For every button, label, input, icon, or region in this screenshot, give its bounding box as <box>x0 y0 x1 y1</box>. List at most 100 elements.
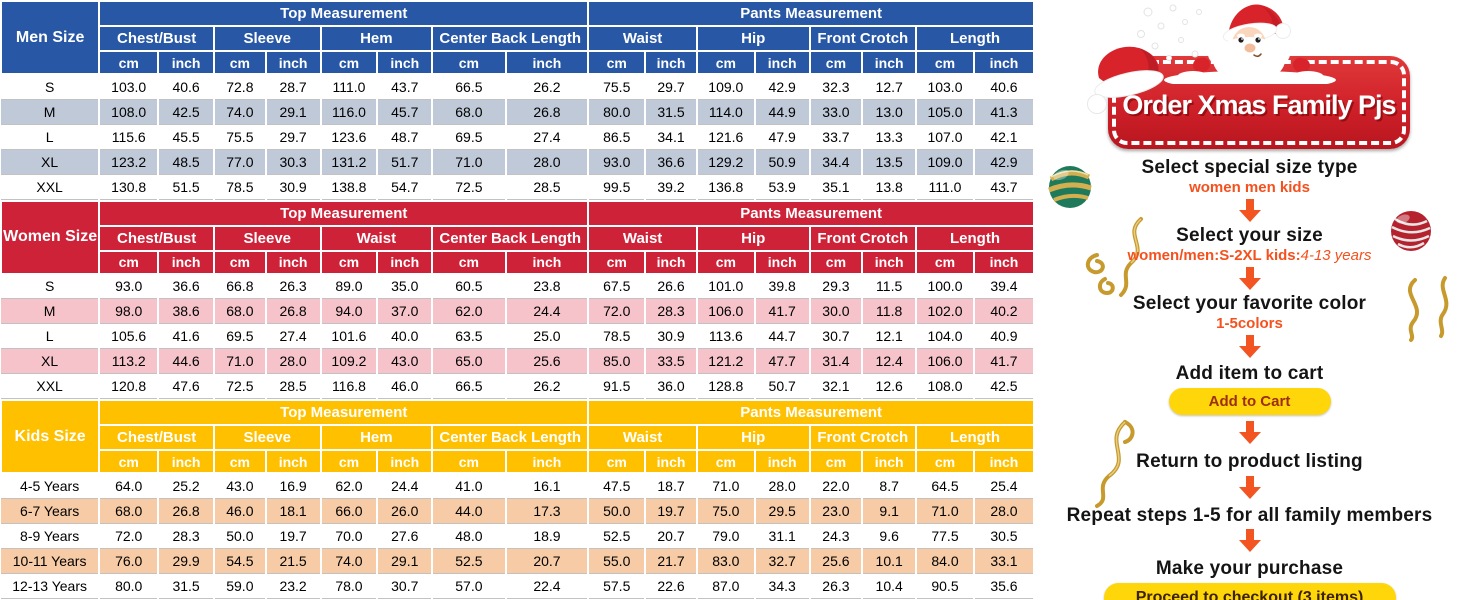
unit-header: cm <box>695 449 756 474</box>
measurement-cell: 20.7 <box>505 548 590 574</box>
measurement-cell: 18.7 <box>645 473 698 499</box>
measurement-cell: 78.5 <box>588 323 647 349</box>
measurement-cell: 48.0 <box>432 523 507 549</box>
column-header: Chest/Bust <box>98 25 216 52</box>
measurement-cell: 76.0 <box>99 548 160 574</box>
measurement-cell: 18.1 <box>265 498 322 524</box>
add-to-cart-button[interactable]: Add to Cart <box>1168 388 1331 415</box>
measurement-cell: 31.4 <box>809 348 864 374</box>
arrow-down-icon <box>1238 529 1261 552</box>
measurement-cell: 31.5 <box>158 573 216 599</box>
measurement-cell: 22.4 <box>505 573 590 599</box>
unit-header: cm <box>808 449 864 474</box>
unit-header: inch <box>753 249 811 275</box>
step-title-select-size: Select your size <box>1176 225 1323 246</box>
measurement-cell: 68.0 <box>432 99 507 125</box>
unit-header: cm <box>915 50 975 75</box>
measurement-cell: 42.5 <box>158 99 216 125</box>
measurement-cell: 27.6 <box>377 523 434 549</box>
column-header: Center Back Length <box>431 25 590 52</box>
measurement-cell: 37.0 <box>377 298 434 324</box>
measurement-cell: 62.0 <box>320 473 379 499</box>
table-row: 10-11 Years 76.0 29.9 54.5 21.5 74.0 29.1 52.5 2… <box>1 548 1036 574</box>
measurement-cell: 90.5 <box>916 573 975 599</box>
measurement-cell: 129.2 <box>696 149 756 175</box>
measurement-cell: 32.7 <box>754 548 811 574</box>
measurement-cell: 18.9 <box>505 523 590 549</box>
measurement-cell: 72.5 <box>214 373 267 399</box>
unit-header: cm <box>319 50 379 75</box>
measurement-cell: 71.0 <box>916 498 975 524</box>
ornament-red-icon <box>1391 211 1431 251</box>
measurement-cell: 50.9 <box>754 149 811 175</box>
measurement-cell: 87.0 <box>696 573 756 599</box>
measurement-cell: 54.5 <box>214 548 267 574</box>
measurement-cell: 67.5 <box>588 273 647 299</box>
table-row: XL 113.2 44.6 71.0 28.0 109.2 43.0 65.0 25.6 85.0… <box>1 348 1036 374</box>
measurement-cell: 35.0 <box>377 273 434 299</box>
measurement-cell: 28.5 <box>505 174 590 200</box>
measurement-cell: 75.0 <box>696 498 756 524</box>
measurement-cell: 66.8 <box>214 273 267 299</box>
measurement-cell: 29.1 <box>377 548 434 574</box>
measurement-cell: 74.0 <box>320 548 379 574</box>
unit-header: inch <box>861 449 918 474</box>
group-header: Pants Measurement <box>587 199 1035 227</box>
arrow-down-icon <box>1238 335 1261 358</box>
column-header: Hip <box>695 224 811 252</box>
measurement-cell: 69.5 <box>214 323 267 349</box>
measurement-cell: 35.6 <box>973 573 1036 599</box>
column-header: Length <box>915 25 1035 52</box>
measurement-cell: 71.0 <box>214 348 267 374</box>
measurement-cell: 43.0 <box>377 348 434 374</box>
measurement-cell: 109.0 <box>916 149 975 175</box>
measurement-cell: 21.5 <box>265 548 322 574</box>
unit-header: cm <box>808 50 864 75</box>
step-subtitle-size-type: women men kids <box>1189 179 1310 196</box>
table-row: L 115.6 45.5 75.5 29.7 123.6 48.7 69.5 27.4 86.5 3… <box>1 124 1036 150</box>
measurement-cell: 40.0 <box>377 323 434 349</box>
measurement-cell: 66.5 <box>432 74 507 100</box>
measurement-cell: 33.1 <box>973 548 1036 574</box>
unit-header: cm <box>695 50 756 75</box>
unit-header: cm <box>98 449 160 474</box>
table-row: M 98.0 38.6 68.0 26.8 94.0 37.0 62.0 24.4 72.0 28.… <box>1 298 1036 324</box>
unit-header: cm <box>319 449 379 474</box>
measurement-cell: 111.0 <box>916 174 975 200</box>
measurement-cell: 29.7 <box>645 74 698 100</box>
measurement-cell: 26.8 <box>265 298 322 324</box>
measurement-cell: 101.6 <box>320 323 379 349</box>
measurement-cell: 28.0 <box>265 348 322 374</box>
measurement-cell: 62.0 <box>432 298 507 324</box>
measurement-cell: 41.0 <box>432 473 507 499</box>
proceed-to-checkout-button[interactable]: Proceed to checkout (3 items) <box>1103 583 1396 600</box>
measurement-cell: 71.0 <box>696 473 756 499</box>
measurement-cell: 78.0 <box>320 573 379 599</box>
measurement-cell: 100.0 <box>916 273 975 299</box>
column-header: Length <box>915 424 1035 451</box>
measurement-cell: 68.0 <box>214 298 267 324</box>
measurement-cell: 79.0 <box>696 523 756 549</box>
unit-header: inch <box>264 449 322 474</box>
measurement-cell: 64.0 <box>99 473 160 499</box>
measurement-cell: 75.5 <box>214 124 267 150</box>
measurement-cell: 101.0 <box>696 273 756 299</box>
table-row: 6-7 Years 68.0 26.8 46.0 18.1 66.0 26.0 44.0 17.… <box>1 498 1036 524</box>
measurement-cell: 24.3 <box>809 523 864 549</box>
measurement-cell: 105.0 <box>916 99 975 125</box>
measurement-cell: 41.6 <box>158 323 216 349</box>
measurement-cell: 23.0 <box>809 498 864 524</box>
measurement-cell: 103.0 <box>99 74 160 100</box>
measurement-cell: 60.5 <box>432 273 507 299</box>
measurement-cell: 24.4 <box>377 473 434 499</box>
measurement-cell: 10.1 <box>862 548 918 574</box>
measurement-cell: 72.8 <box>214 74 267 100</box>
column-header: Sleeve <box>213 224 322 252</box>
measurement-cell: 74.0 <box>214 99 267 125</box>
measurement-cell: 19.7 <box>265 523 322 549</box>
measurement-cell: 36.0 <box>645 373 698 399</box>
measurement-cell: 10.4 <box>862 573 918 599</box>
measurement-cell: 113.2 <box>99 348 160 374</box>
measurement-cell: 71.0 <box>432 149 507 175</box>
measurement-cell: 28.3 <box>645 298 698 324</box>
